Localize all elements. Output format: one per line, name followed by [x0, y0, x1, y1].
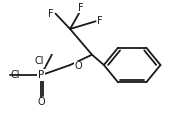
Text: Cl: Cl	[34, 56, 44, 66]
Text: O: O	[75, 61, 82, 71]
Text: F: F	[97, 16, 103, 26]
Text: F: F	[48, 9, 54, 19]
Text: F: F	[78, 3, 84, 13]
Text: P: P	[38, 70, 44, 80]
Text: O: O	[37, 97, 45, 107]
Text: Cl: Cl	[10, 70, 20, 80]
